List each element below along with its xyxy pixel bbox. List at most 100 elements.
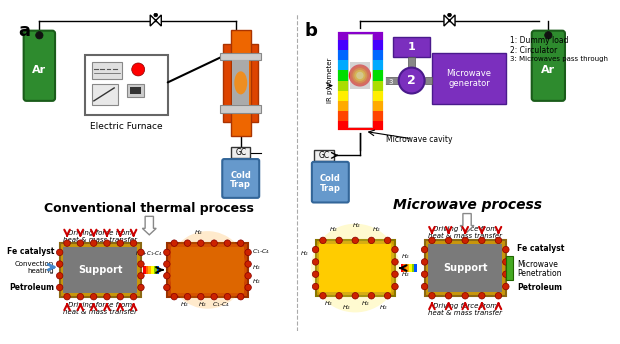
Bar [336,50,384,60]
Circle shape [428,292,435,299]
Circle shape [130,240,137,246]
Bar [425,240,506,296]
Text: Support: Support [78,265,123,275]
Bar [84,55,168,115]
Circle shape [77,293,84,300]
Text: Cold: Cold [230,171,251,180]
Text: $H_2$: $H_2$ [379,303,389,312]
Circle shape [184,293,191,300]
Circle shape [164,261,170,267]
Bar [336,71,384,80]
Circle shape [138,272,144,279]
Bar [348,34,372,127]
Circle shape [544,32,552,39]
Circle shape [237,240,244,246]
Circle shape [138,284,144,291]
Text: $H_2$: $H_2$ [329,225,338,234]
Text: Conventional thermal process: Conventional thermal process [45,203,254,215]
Circle shape [445,237,452,244]
Bar [167,243,248,297]
Circle shape [422,259,428,265]
Text: $H_2$: $H_2$ [300,249,309,258]
Circle shape [91,293,97,300]
Circle shape [448,13,451,17]
FancyArrow shape [143,216,156,235]
Circle shape [353,68,367,83]
Circle shape [312,259,319,265]
Text: Cold: Cold [320,174,341,183]
Text: $H_2$: $H_2$ [401,252,410,261]
Circle shape [36,32,43,39]
Text: Fe catalyst: Fe catalyst [7,247,54,256]
Polygon shape [150,15,161,26]
Text: a: a [18,22,30,40]
Circle shape [91,240,97,246]
Circle shape [462,237,469,244]
Text: Microwave: Microwave [517,260,558,269]
Text: Trap: Trap [230,181,251,190]
Circle shape [503,259,509,265]
Bar [336,40,384,50]
Text: Penetration: Penetration [517,269,562,278]
Bar [336,80,384,91]
Bar [319,244,391,292]
FancyBboxPatch shape [222,159,259,198]
Bar [401,265,404,272]
Text: Ar: Ar [32,65,46,75]
Circle shape [312,283,319,290]
Bar [506,256,513,280]
Text: $H_2$: $H_2$ [352,222,361,230]
Polygon shape [444,15,455,26]
Circle shape [56,284,63,291]
Circle shape [64,293,70,300]
Circle shape [311,224,400,312]
Circle shape [503,246,509,253]
Bar [393,37,430,57]
Bar [336,60,384,71]
Circle shape [117,240,123,246]
Circle shape [399,68,425,94]
Bar [406,265,409,272]
Circle shape [245,272,251,279]
Text: $C_1$-$C_4$: $C_1$-$C_4$ [252,247,270,256]
Circle shape [312,246,319,253]
Circle shape [352,292,358,299]
Circle shape [320,292,326,299]
Bar [336,91,384,101]
Circle shape [349,64,371,87]
Circle shape [171,293,177,300]
Bar [336,101,384,111]
Circle shape [138,261,144,267]
Circle shape [138,249,144,256]
Circle shape [154,13,157,17]
Circle shape [169,231,246,309]
Text: GC: GC [235,148,246,157]
Circle shape [336,237,342,244]
Circle shape [56,272,63,279]
Circle shape [479,292,485,299]
Circle shape [77,240,84,246]
Bar [404,265,406,272]
Circle shape [462,292,469,299]
Circle shape [164,272,170,279]
Text: IR pyrometer: IR pyrometer [327,58,334,103]
Text: Microwave process: Microwave process [392,198,541,212]
Text: Driving force from
heat & mass transfer: Driving force from heat & mass transfer [428,303,502,316]
Bar [425,77,432,84]
Circle shape [356,72,363,79]
Text: $C_1$-$C_4$: $C_1$-$C_4$ [212,300,231,309]
Circle shape [104,240,110,246]
Bar [231,147,250,158]
Text: Driving force from
heat & mass transfer: Driving force from heat & mass transfer [63,302,137,315]
Text: Trap: Trap [320,184,341,193]
Bar [154,266,157,273]
Bar [130,87,141,94]
Circle shape [164,249,170,256]
Text: $H_2$: $H_2$ [401,270,410,279]
Bar [412,265,414,272]
Circle shape [130,293,137,300]
Text: 1: Dummy load: 1: Dummy load [510,36,568,45]
Bar [336,30,384,40]
Text: Ar: Ar [541,65,556,75]
Circle shape [312,271,319,278]
